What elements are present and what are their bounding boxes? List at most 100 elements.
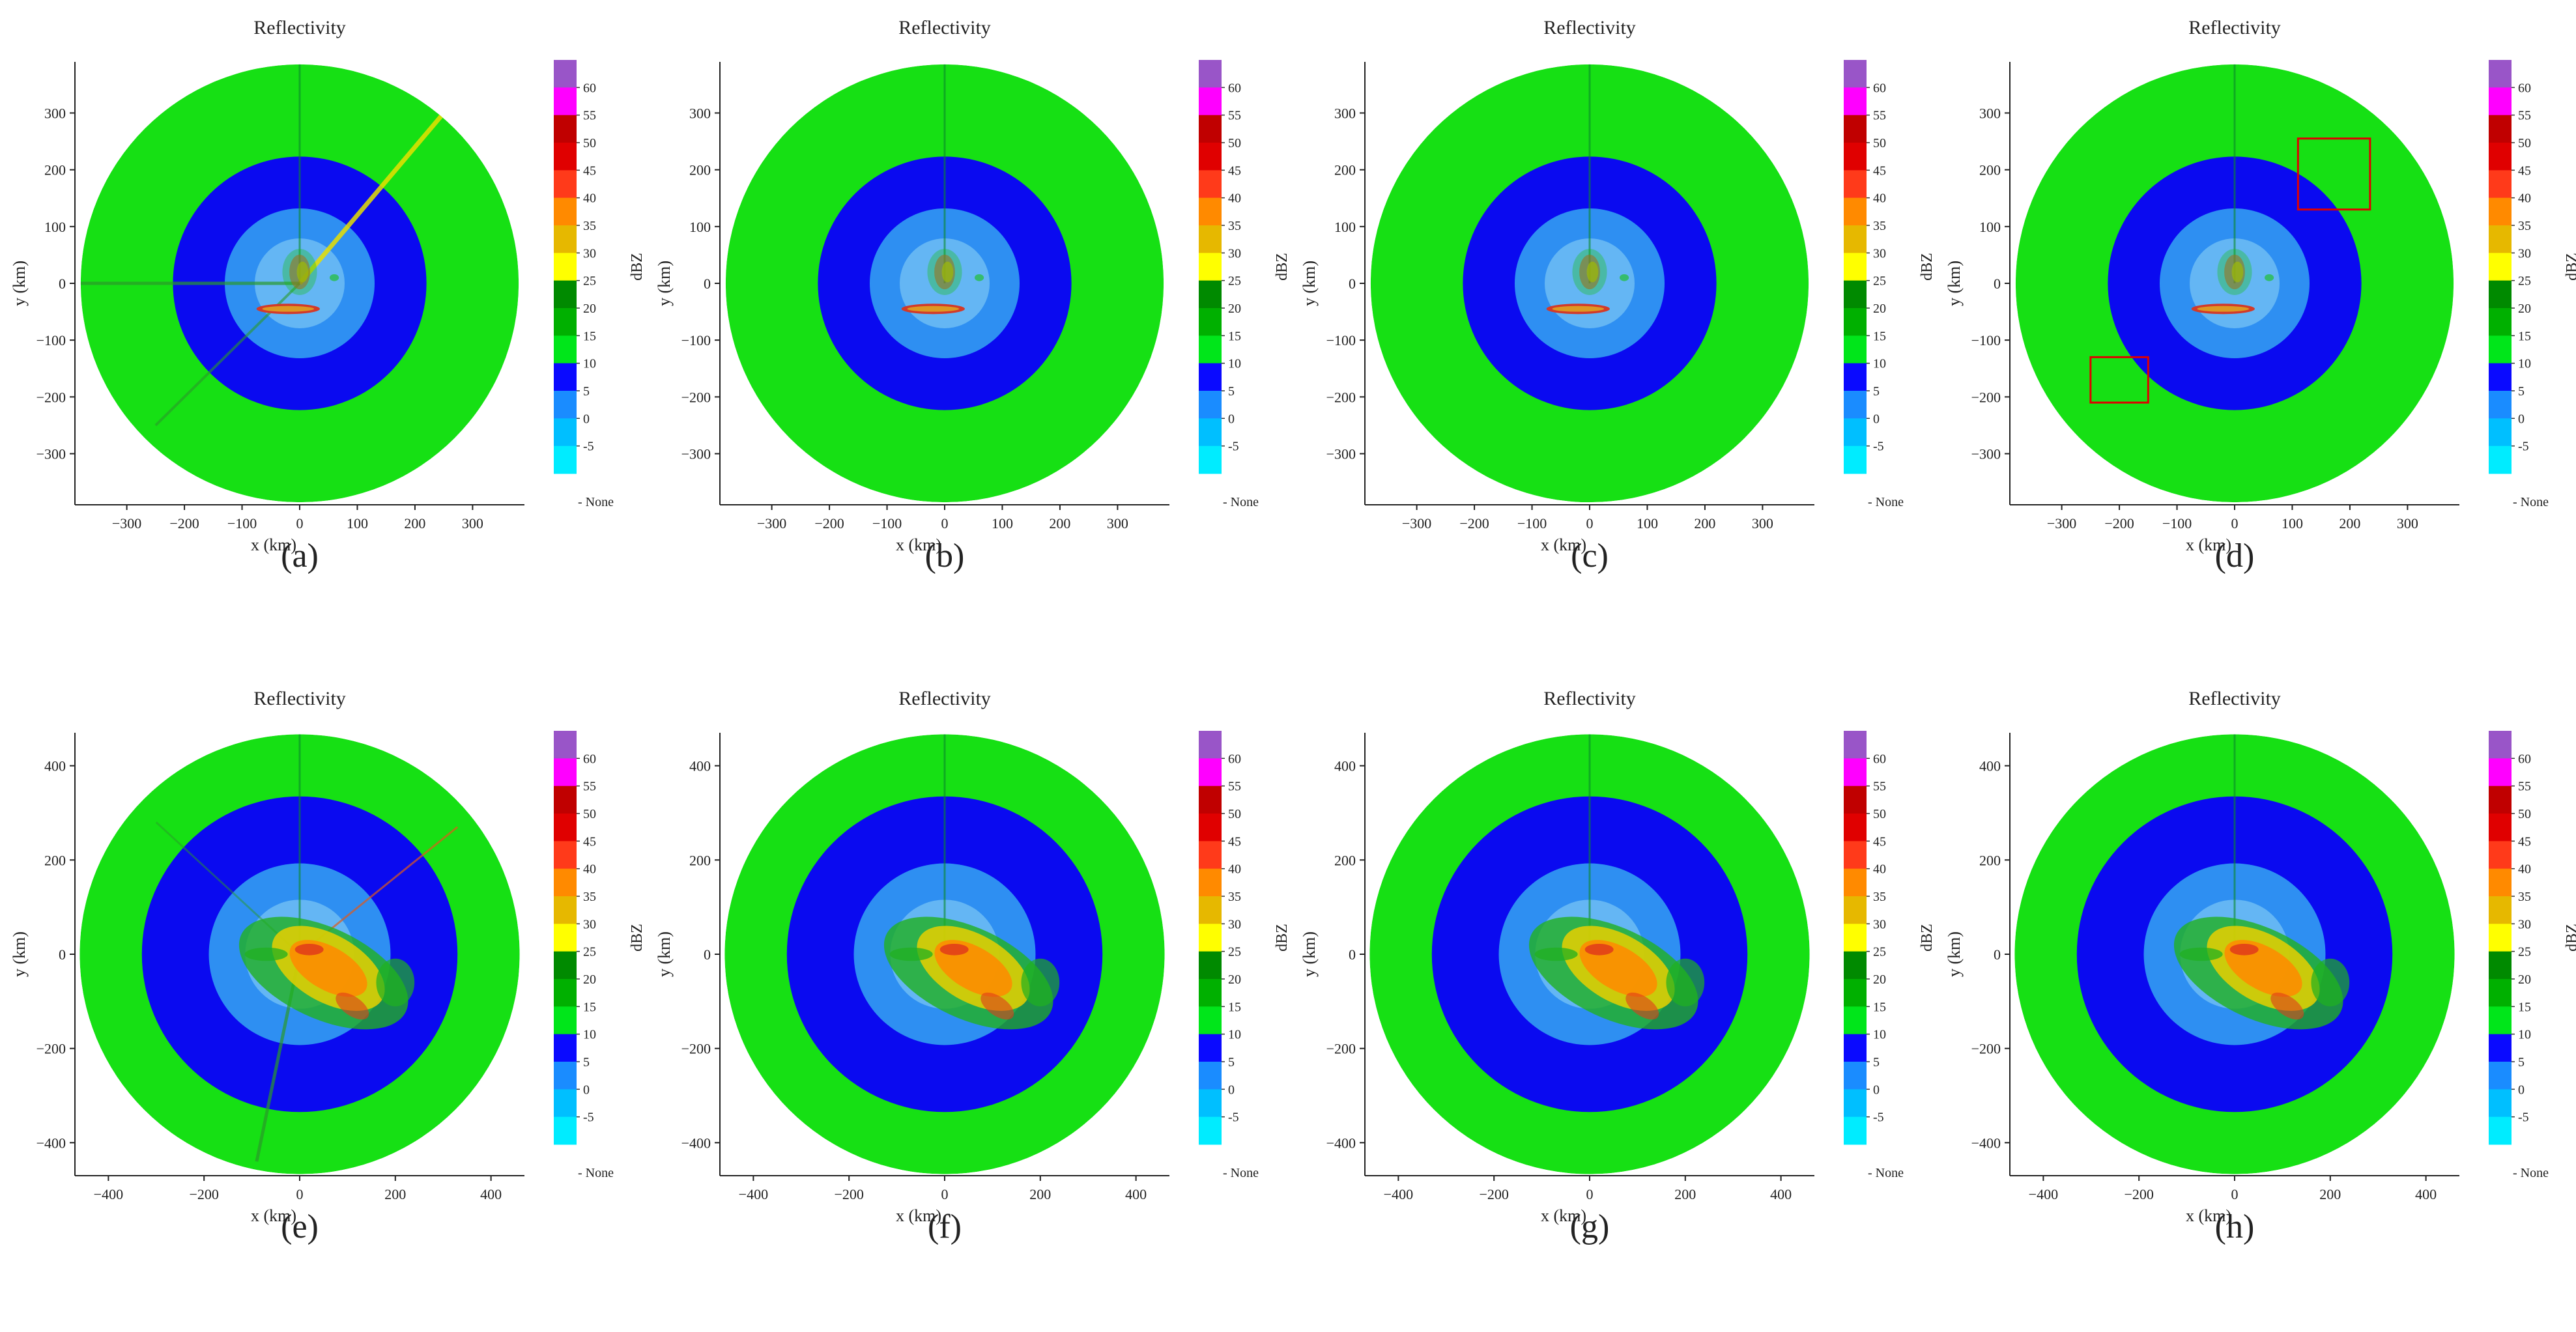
colorbar-tick-label: 5 (2518, 384, 2525, 399)
colorbar-tick-label: 15 (1228, 1000, 1241, 1014)
x-tick-label: −300 (757, 515, 786, 531)
colorbar-tick-label: 20 (583, 302, 596, 316)
colorbar-tick-label: 5 (1228, 384, 1235, 399)
x-tick-label: 200 (404, 515, 425, 531)
colorbar-tick-label: 20 (1873, 302, 1886, 316)
colorbar-label: dBZ (629, 253, 646, 281)
y-tick-label: 0 (1994, 946, 2001, 963)
colorbar-tick-label: 35 (1228, 219, 1241, 233)
colorbar-swatch (1199, 951, 1222, 980)
y-tick-label: 200 (1334, 852, 1356, 868)
y-tick-label: 300 (689, 105, 711, 121)
colorbar-swatch (1199, 391, 1222, 419)
chart-title: Reflectivity (1543, 688, 1636, 709)
storm-echo-cell (2270, 992, 2304, 1020)
colorbar-swatch (2489, 1089, 2512, 1118)
colorbar-tick-label: 60 (583, 752, 596, 766)
x-axis-label: x (km) (251, 1206, 296, 1225)
x-tick-label: 200 (2319, 1186, 2341, 1202)
colorbar-tick-label: 55 (2518, 109, 2531, 123)
y-tick-label: 0 (704, 946, 711, 963)
colorbar-tick-label: 10 (583, 357, 596, 371)
storm-echo-cell (1666, 958, 1705, 1007)
y-tick-label: 100 (44, 219, 66, 235)
colorbar-tick-label: 40 (583, 191, 596, 206)
colorbar-tick-label: 50 (1873, 136, 1886, 150)
y-tick-label: −400 (1326, 1135, 1356, 1151)
colorbar-swatch (554, 951, 577, 980)
colorbar-swatch (1844, 951, 1867, 980)
x-tick-label: −200 (834, 1186, 863, 1202)
colorbar-swatch (1199, 280, 1222, 309)
radar-disk (724, 734, 1165, 1174)
y-tick-label: −400 (681, 1135, 711, 1151)
colorbar-tick-label: 35 (1873, 219, 1886, 233)
y-tick-label: 400 (1334, 758, 1356, 774)
colorbar-swatch (1844, 786, 1867, 814)
y-tick-label: −300 (1971, 446, 2001, 462)
highlight-box-2 (2089, 356, 2149, 404)
y-tick-label: 100 (1334, 219, 1356, 235)
y-tick-label: −100 (36, 332, 66, 348)
storm-echo-halo (282, 249, 317, 295)
colorbar-none-label: - None (2513, 495, 2549, 509)
colorbar-tick-label: 0 (1228, 412, 1235, 426)
colorbar-tick-label: 45 (583, 163, 596, 178)
storm-echo-cell (244, 947, 288, 961)
colorbar-swatch (1844, 758, 1867, 787)
colorbar-tick-label: -5 (1873, 440, 1884, 454)
x-tick-label: −200 (189, 1186, 218, 1202)
colorbar-tick-label: 35 (1873, 890, 1886, 904)
colorbar-tick-label: 40 (1228, 862, 1241, 877)
colorbar-swatch (2489, 731, 2512, 759)
panel-caption: (g) (1570, 1208, 1610, 1245)
colorbar-swatch (554, 115, 577, 143)
x-tick-label: 200 (1029, 1186, 1051, 1202)
colorbar-tick-label: 60 (583, 81, 596, 95)
y-tick-label: 400 (1979, 758, 2001, 774)
y-tick-label: 0 (1349, 946, 1356, 963)
colorbar-tick-label: 40 (1228, 191, 1241, 206)
x-tick-label: 200 (1674, 1186, 1696, 1202)
colorbar-swatch (1199, 335, 1222, 364)
colorbar-tick-label: 50 (2518, 807, 2531, 821)
x-axis-label: x (km) (2186, 535, 2231, 554)
colorbar-swatch (1199, 418, 1222, 447)
colorbar-swatch (554, 1034, 577, 1062)
radar-disk (1370, 64, 1809, 503)
y-tick-label: 200 (689, 852, 711, 868)
storm-echo-cell (2229, 943, 2259, 956)
colorbar-swatch (1844, 143, 1867, 171)
interference-spoke (298, 111, 446, 285)
colorbar-tick-label: 30 (1873, 246, 1886, 261)
colorbar-swatch (554, 143, 577, 171)
colorbar-tick-label: 25 (1228, 945, 1241, 959)
colorbar-swatch (1199, 924, 1222, 952)
y-axis-label: y (km) (1945, 261, 1964, 306)
x-tick-label: 400 (1125, 1186, 1147, 1202)
colorbar-swatch (2489, 60, 2512, 88)
colorbar-tick-label: 25 (1873, 945, 1886, 959)
colorbar-tick-label: 30 (583, 917, 596, 931)
colorbar-tick-label: 50 (1228, 136, 1241, 150)
storm-echo-cell (889, 947, 933, 961)
panel-0: Reflectivity−300 −200 −100 0 100 200 300300200… (10, 17, 646, 574)
x-axis-label: x (km) (1541, 535, 1586, 554)
panel-6: Reflectivity−400 −200 0 200 4004002000−200−4… (1300, 688, 1936, 1245)
colorbar-tick-label: 50 (583, 807, 596, 821)
colorbar-tick-label: 25 (2518, 945, 2531, 959)
storm-echo-cell (975, 274, 984, 281)
colorbar-tick-label: -5 (583, 440, 594, 454)
colorbar-tick-label: 50 (583, 136, 596, 150)
x-tick-label: 0 (296, 515, 304, 531)
colorbar-tick-label: 40 (1873, 862, 1886, 877)
colorbar-tick-label: 20 (1228, 972, 1241, 987)
storm-echo-core (907, 305, 960, 312)
colorbar-swatch (2489, 1116, 2512, 1145)
panel-caption: (e) (281, 1208, 319, 1245)
colorbar-tick-label: 0 (583, 412, 590, 426)
colorbar-tick-label: 0 (1873, 1083, 1880, 1097)
colorbar-swatch (2489, 225, 2512, 253)
panel-caption: (h) (2215, 1208, 2255, 1245)
